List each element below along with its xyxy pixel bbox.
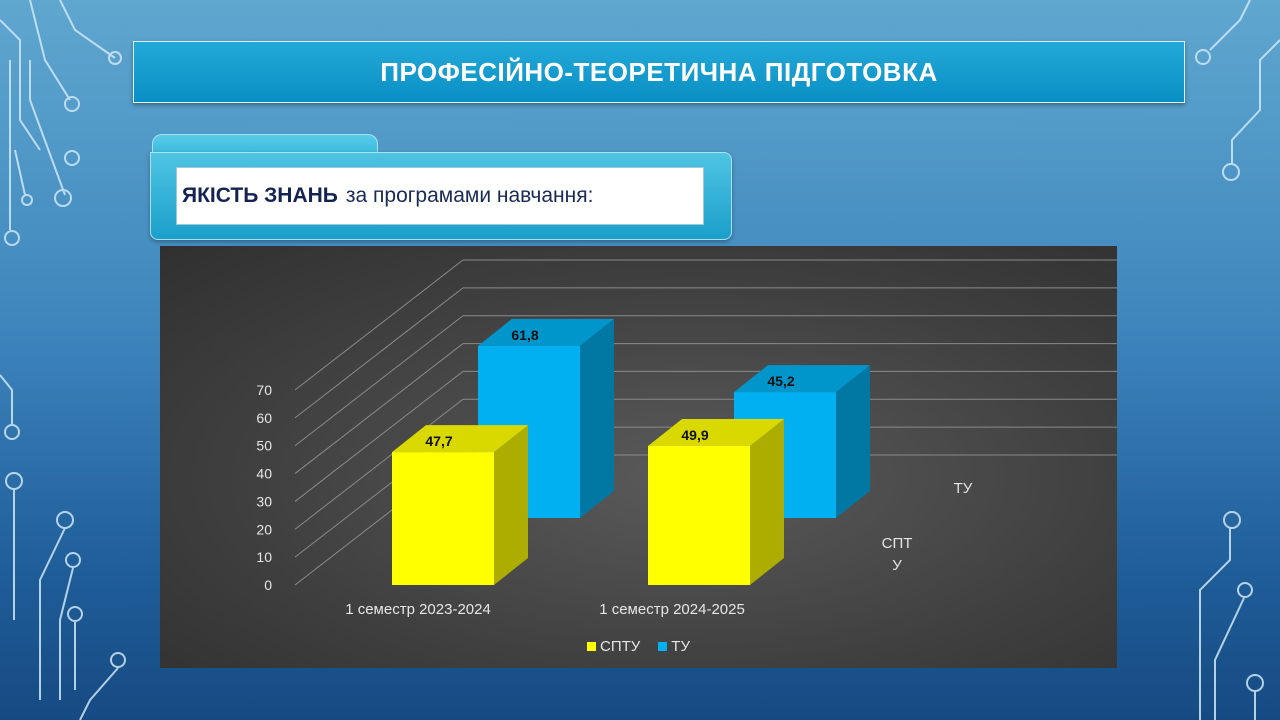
y-tick-label: 40 [256, 466, 272, 482]
data-label-sptu-1: 49,9 [681, 427, 708, 443]
depth-label-sptu-line1: СПТ [882, 535, 913, 552]
bar-sptu-1 [648, 445, 750, 585]
title-banner: ПРОФЕСІЙНО-ТЕОРЕТИЧНА ПІДГОТОВКА [133, 41, 1185, 103]
bar-sptu-0 [392, 452, 494, 585]
bar-chart: 0 10 20 30 40 50 60 70 61,8 45,2 47,7 49,9 1 семестр… [256, 259, 1117, 618]
bar-top-tu-0 [478, 318, 614, 346]
bar-side-tu-0 [580, 318, 614, 518]
y-tick-label: 10 [256, 549, 272, 565]
depth-label-sptu-line2: У [892, 557, 902, 574]
bar-side-sptu-1 [750, 418, 784, 585]
bar-top-tu-1 [734, 365, 870, 393]
legend-item-sptu: СПТУ [586, 638, 641, 655]
y-tick-label: 30 [256, 493, 272, 509]
depth-label-tu: ТУ [954, 480, 973, 497]
subtitle-text: за програмами навчання: [345, 184, 594, 207]
bar-top-sptu-0 [392, 425, 528, 453]
subtitle-bold: ЯКІСТЬ ЗНАНЬ [182, 184, 338, 207]
y-tick-label: 60 [256, 410, 272, 426]
gridline-side-50 [294, 315, 464, 447]
legend-swatch-sptu [586, 642, 596, 651]
legend-label-tu: ТУ [671, 638, 690, 655]
data-label-tu-1: 45,2 [767, 373, 794, 389]
y-tick-label: 50 [256, 438, 272, 454]
y-tick-label: 70 [256, 382, 272, 398]
y-tick-label: 20 [256, 521, 272, 537]
legend-item-tu: ТУ [658, 638, 690, 655]
gridline-side-70 [294, 259, 464, 391]
gridline-side-60 [294, 287, 464, 419]
chart-panel: 0 10 20 30 40 50 60 70 61,8 45,2 47,7 49,9 1 семестр… [160, 246, 1117, 668]
x-category-label: 1 семестр 2023-2024 [345, 601, 491, 618]
gridline-side-20 [294, 398, 464, 530]
x-category-label: 1 семестр 2024-2025 [599, 601, 745, 618]
page-title: ПРОФЕСІЙНО-ТЕОРЕТИЧНА ПІДГОТОВКА [380, 56, 938, 87]
bar-side-sptu-0 [494, 425, 528, 585]
bar-side-tu-1 [836, 365, 870, 518]
gridline-side-40 [294, 343, 464, 474]
legend-swatch-tu [658, 642, 668, 651]
y-tick-label: 0 [264, 577, 272, 593]
subtitle-panel: ЯКІСТЬ ЗНАНЬ за програмами навчання: [176, 167, 704, 225]
gridline-side-30 [294, 371, 464, 502]
legend-label-sptu: СПТУ [599, 638, 641, 655]
bar-top-sptu-1 [648, 418, 784, 446]
data-label-tu-0: 61,8 [511, 327, 538, 343]
chart-legend: СПТУ ТУ [160, 638, 1117, 655]
data-label-sptu-0: 47,7 [425, 433, 452, 449]
